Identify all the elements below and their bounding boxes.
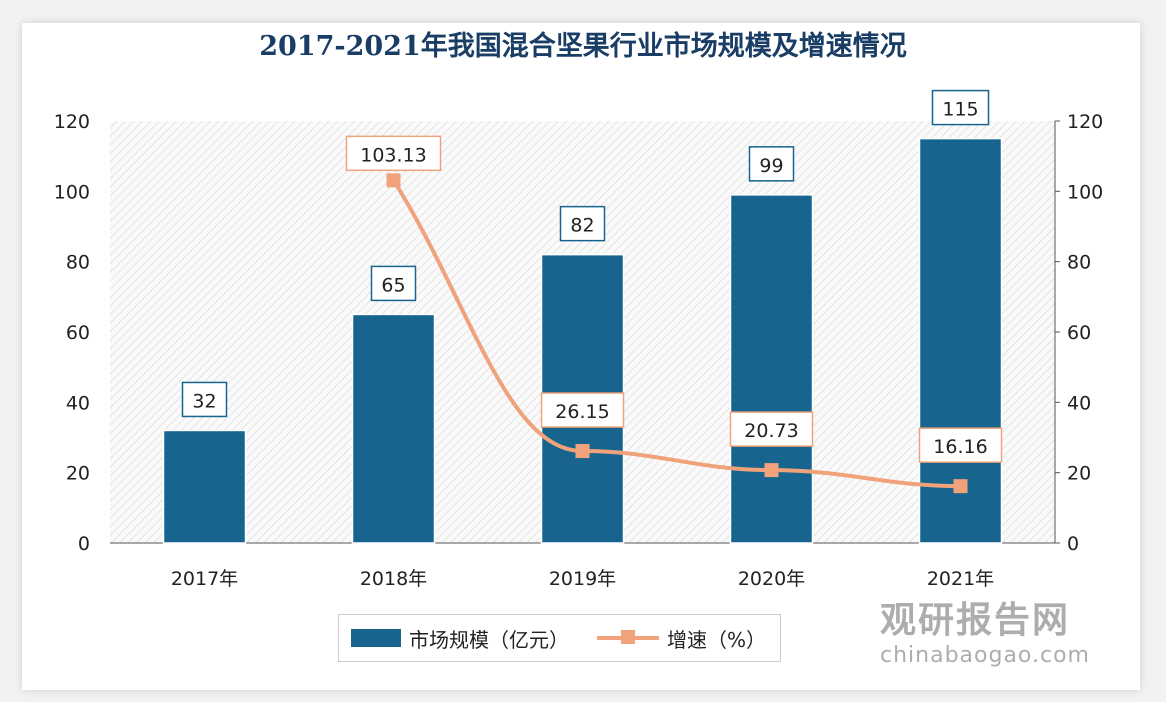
- line-data-label: 20.73: [744, 420, 798, 442]
- line-data-label: 103.13: [360, 144, 426, 166]
- legend-line-label: 增速（%）: [667, 627, 767, 652]
- x-tick-label: 2020年: [738, 568, 805, 590]
- bar: [918, 137, 1003, 544]
- line-label-box: [729, 411, 814, 447]
- y2-tick-label: 40: [1067, 392, 1091, 414]
- y2-tick-label: 80: [1067, 252, 1091, 274]
- bar-label-box: [370, 265, 417, 302]
- line-label-box: [918, 427, 1003, 463]
- chart-title: 2017-2021年我国混合坚果行业市场规模及增速情况: [259, 31, 907, 62]
- growth-marker: [386, 173, 401, 188]
- y-tick-label: 120: [54, 111, 90, 133]
- bar: [351, 313, 436, 544]
- line-label-box: [540, 392, 625, 428]
- bar-data-label: 32: [192, 390, 216, 412]
- legend-line-swatch: [597, 630, 659, 644]
- bar-label-box: [748, 146, 795, 182]
- growth-marker: [575, 444, 590, 459]
- y-tick-label: 40: [66, 392, 90, 414]
- y-tick-label: 0: [78, 533, 90, 555]
- y-tick-label: 60: [66, 322, 90, 344]
- growth-marker: [764, 463, 779, 478]
- line-label-box: [345, 135, 442, 172]
- x-tick-label: 2021年: [927, 568, 994, 590]
- legend-bar-label: 市场规模（亿元）: [409, 627, 569, 652]
- y2-tick-label: 20: [1067, 463, 1091, 485]
- bar: [729, 194, 814, 544]
- y2-tick-label: 60: [1067, 322, 1091, 344]
- bar-data-label: 115: [942, 99, 978, 121]
- y-tick-label: 100: [54, 181, 90, 203]
- watermark-en: chinabaogao.com: [880, 643, 1090, 668]
- line-data-label: 16.16: [933, 436, 987, 458]
- y-tick-label: 20: [66, 463, 90, 485]
- watermark-cn: 观研报告网: [880, 600, 1071, 641]
- bar-data-label: 65: [381, 274, 405, 296]
- y2-tick-label: 100: [1067, 181, 1103, 203]
- y2-tick-label: 120: [1067, 111, 1103, 133]
- bar-label-box: [181, 381, 228, 418]
- bar-data-label: 99: [759, 155, 783, 177]
- legend: 市场规模（亿元） 增速（%）: [338, 614, 782, 662]
- bar-label-box: [931, 89, 990, 126]
- growth-line: [391, 179, 961, 489]
- y-tick-label: 80: [66, 252, 90, 274]
- growth-marker: [953, 479, 968, 494]
- legend-bar-swatch: [351, 629, 401, 647]
- bar-data-label: 82: [570, 215, 594, 237]
- y2-tick-label: 0: [1067, 533, 1079, 555]
- bar: [162, 429, 247, 544]
- x-tick-label: 2017年: [171, 568, 238, 590]
- x-tick-label: 2018年: [360, 568, 427, 590]
- x-tick-label: 2019年: [549, 568, 616, 590]
- bar-label-box: [559, 205, 606, 242]
- line-data-label: 26.15: [555, 401, 609, 423]
- watermark: 观研报告网 chinabaogao.com: [840, 600, 1090, 670]
